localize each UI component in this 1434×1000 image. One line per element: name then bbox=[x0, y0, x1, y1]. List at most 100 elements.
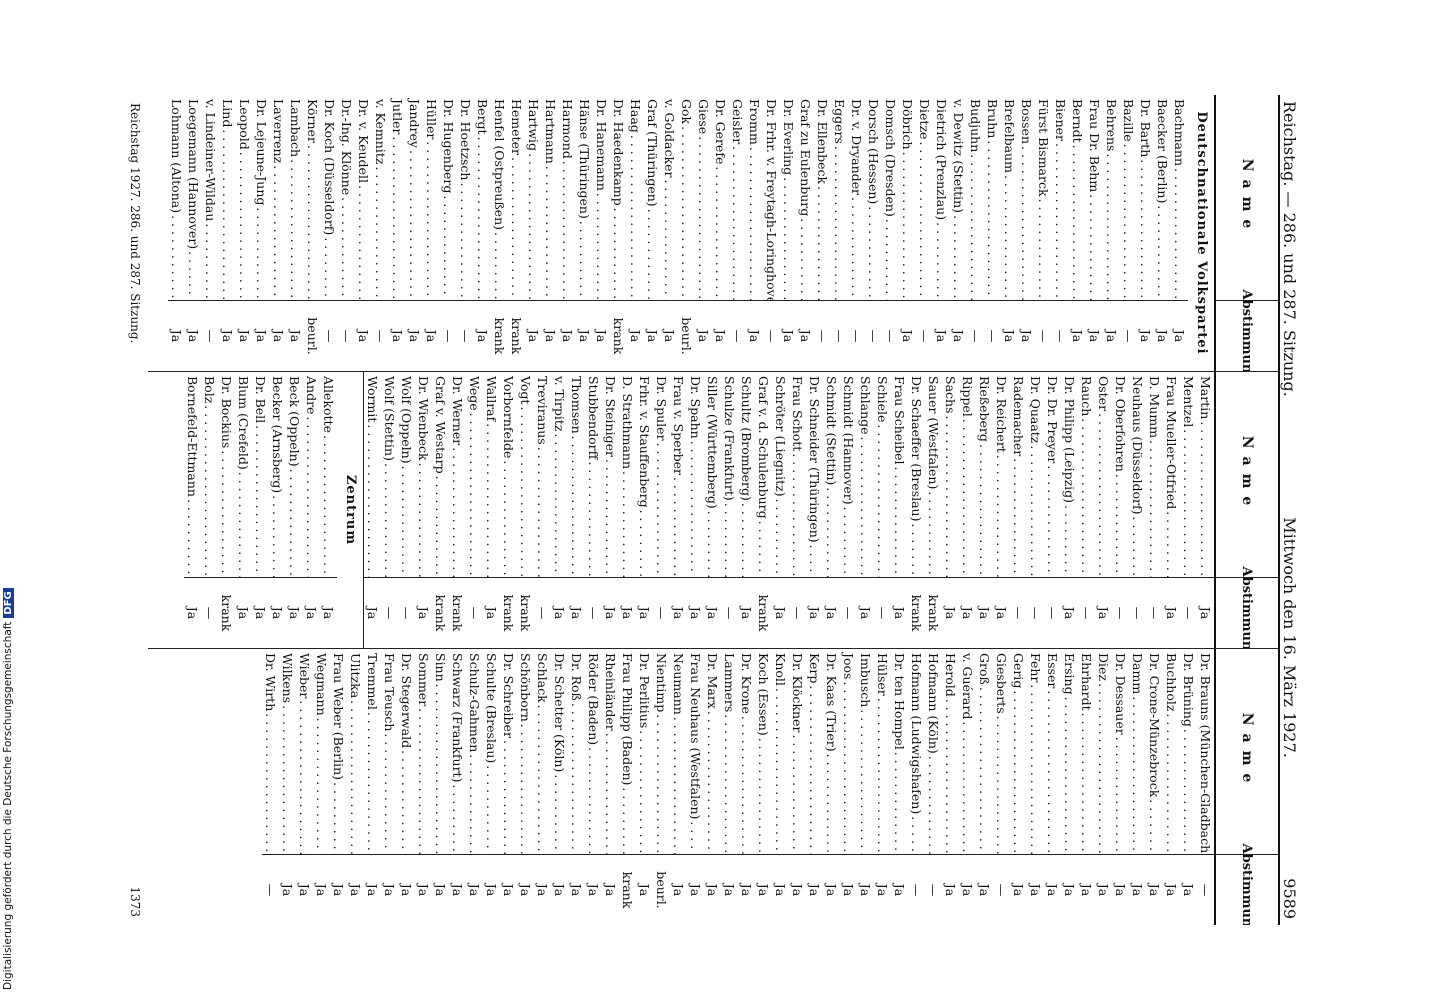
vote: — bbox=[535, 606, 550, 620]
vote: Ja bbox=[1113, 883, 1128, 897]
leader-dots bbox=[457, 182, 474, 300]
name-cell: Rauch bbox=[1078, 372, 1095, 578]
name-cell: Jandrey bbox=[406, 95, 423, 301]
vote: — bbox=[764, 329, 779, 343]
member-name: Dr. Dessauer bbox=[1113, 653, 1128, 735]
member-name: Dr. Gerefe bbox=[713, 99, 728, 165]
member-row: Giese Ja bbox=[695, 95, 712, 371]
name-cell: Ehrhardt bbox=[1078, 649, 1095, 855]
leader-dots bbox=[576, 221, 593, 300]
vote: Ja bbox=[637, 606, 652, 620]
member-name: Hartwig bbox=[526, 99, 541, 152]
vote: Ja bbox=[713, 329, 728, 343]
leader-dots bbox=[568, 703, 585, 854]
vote: Ja bbox=[705, 606, 720, 620]
name-cell: Dr. Dr. Preyer bbox=[1044, 372, 1061, 578]
member-row: Eggers — bbox=[831, 95, 848, 371]
name-cell: Harmond bbox=[559, 95, 576, 301]
vote: Ja bbox=[450, 883, 465, 897]
member-row: Tremmel Ja bbox=[364, 649, 381, 925]
name-cell: Dr. Hoetzsch bbox=[457, 95, 474, 301]
vote: — bbox=[1121, 329, 1136, 343]
name-cell: Lammers bbox=[721, 649, 738, 855]
leader-dots bbox=[1095, 413, 1112, 577]
name-cell: Hofmann (Ludwigshafen) bbox=[908, 649, 925, 855]
leader-dots bbox=[687, 821, 704, 854]
vote: krank bbox=[450, 594, 465, 632]
name-cell: Dr. Crone-Münzebrock bbox=[1146, 649, 1163, 855]
sidebar: Digitalisierung gefördert durch die Deut… bbox=[2, 588, 14, 990]
name-cell: Domsch (Dresden) bbox=[882, 95, 899, 301]
name-cell: Treviranus bbox=[534, 372, 551, 578]
vote: Ja bbox=[1002, 329, 1017, 343]
vote-table: Name Abstimmung Deutschnationale Volkspart… bbox=[148, 95, 1278, 925]
leader-dots bbox=[303, 416, 320, 577]
name-cell: Rippel bbox=[959, 372, 976, 578]
member-name: Ersing bbox=[1062, 653, 1077, 695]
member-row: Wolf (Stettin) — bbox=[381, 372, 398, 648]
member-row: Dr. Marx Ja bbox=[704, 649, 721, 925]
vote: Ja bbox=[416, 606, 431, 620]
member-row: Beck (Oppeln) Ja bbox=[286, 372, 303, 648]
member-row: Bergt Ja bbox=[474, 95, 491, 371]
vote: Ja bbox=[858, 883, 873, 897]
name-cell: Dr. Perlitius bbox=[636, 649, 653, 855]
vote: — bbox=[322, 329, 337, 343]
page-footer: Reichstag 1927. 286. und 287. Sitzung. 1… bbox=[128, 95, 148, 925]
vote: Ja bbox=[875, 883, 890, 897]
vote: Ja bbox=[348, 883, 363, 897]
member-row: Groß Ja bbox=[976, 649, 993, 925]
name-cell: Imbusch bbox=[857, 649, 874, 855]
leader-dots bbox=[1010, 458, 1027, 577]
name-cell: Baecker (Berlin) bbox=[1154, 95, 1171, 301]
member-row: Imbusch Ja bbox=[857, 649, 874, 925]
leader-dots bbox=[797, 218, 814, 300]
member-row: Dr. Haedenkamp krank bbox=[610, 95, 627, 371]
leader-dots bbox=[721, 503, 738, 577]
member-row: Rademacher — bbox=[1010, 372, 1027, 648]
member-name: v. Dewitz (Stettin) bbox=[951, 99, 966, 214]
leader-dots bbox=[1137, 159, 1154, 300]
vote: Ja bbox=[773, 883, 788, 897]
leader-dots bbox=[389, 136, 406, 300]
member-row: Bossen Ja bbox=[1018, 95, 1035, 371]
leader-dots bbox=[746, 147, 763, 300]
member-name: Dr. Brüning bbox=[1181, 653, 1196, 727]
name-cell: Haag bbox=[627, 95, 644, 301]
member-name: Dr. Schaeffer (Breslau) bbox=[909, 376, 924, 522]
leader-dots bbox=[364, 712, 381, 854]
member-name: Schwarz (Frankfurt) bbox=[450, 653, 465, 783]
rows: Dr. Brauns (München-Gladbach) — Dr. Brünin… bbox=[148, 649, 1214, 925]
member-row: Wieber Ja bbox=[296, 649, 313, 925]
vote: Ja bbox=[270, 606, 285, 620]
member-row: Fürst Bismarck — bbox=[1035, 95, 1052, 371]
vote: Ja bbox=[253, 606, 268, 620]
name-cell: Wege bbox=[466, 372, 483, 578]
member-name: Wallraf bbox=[484, 376, 499, 422]
vote: — bbox=[883, 329, 898, 343]
vote-header: Abstimmung bbox=[1239, 566, 1255, 649]
vote: Ja bbox=[892, 606, 907, 620]
leader-dots bbox=[899, 152, 916, 300]
vote: Ja bbox=[1155, 329, 1170, 343]
name-cell: Fromm bbox=[746, 95, 763, 301]
name-cell: Rheinländer bbox=[602, 649, 619, 855]
vote: krank bbox=[219, 594, 234, 632]
name-cell: Dr. Brauns (München-Gladbach) bbox=[1197, 649, 1214, 855]
member-row: Dr. Gerefe Ja bbox=[712, 95, 729, 371]
leader-dots bbox=[1197, 421, 1214, 577]
vote: — bbox=[202, 606, 217, 620]
member-row: Hartwig Ja bbox=[525, 95, 542, 371]
name-cell: v. Guérard bbox=[959, 649, 976, 855]
member-name: Dr. Bockius bbox=[219, 376, 234, 449]
vote: Ja bbox=[892, 883, 907, 897]
name-cell: Frau Dr. Behm bbox=[1086, 95, 1103, 301]
leader-dots bbox=[644, 209, 661, 300]
leader-dots bbox=[551, 774, 568, 854]
leader-dots bbox=[568, 436, 585, 577]
member-row: Schulte (Breslau) Ja bbox=[483, 649, 500, 925]
name-cell: Dr. Roß bbox=[568, 649, 585, 855]
name-cell: Dr. Marx bbox=[704, 649, 721, 855]
leader-dots bbox=[653, 714, 670, 854]
member-row: v. Guérard Ja bbox=[959, 649, 976, 925]
